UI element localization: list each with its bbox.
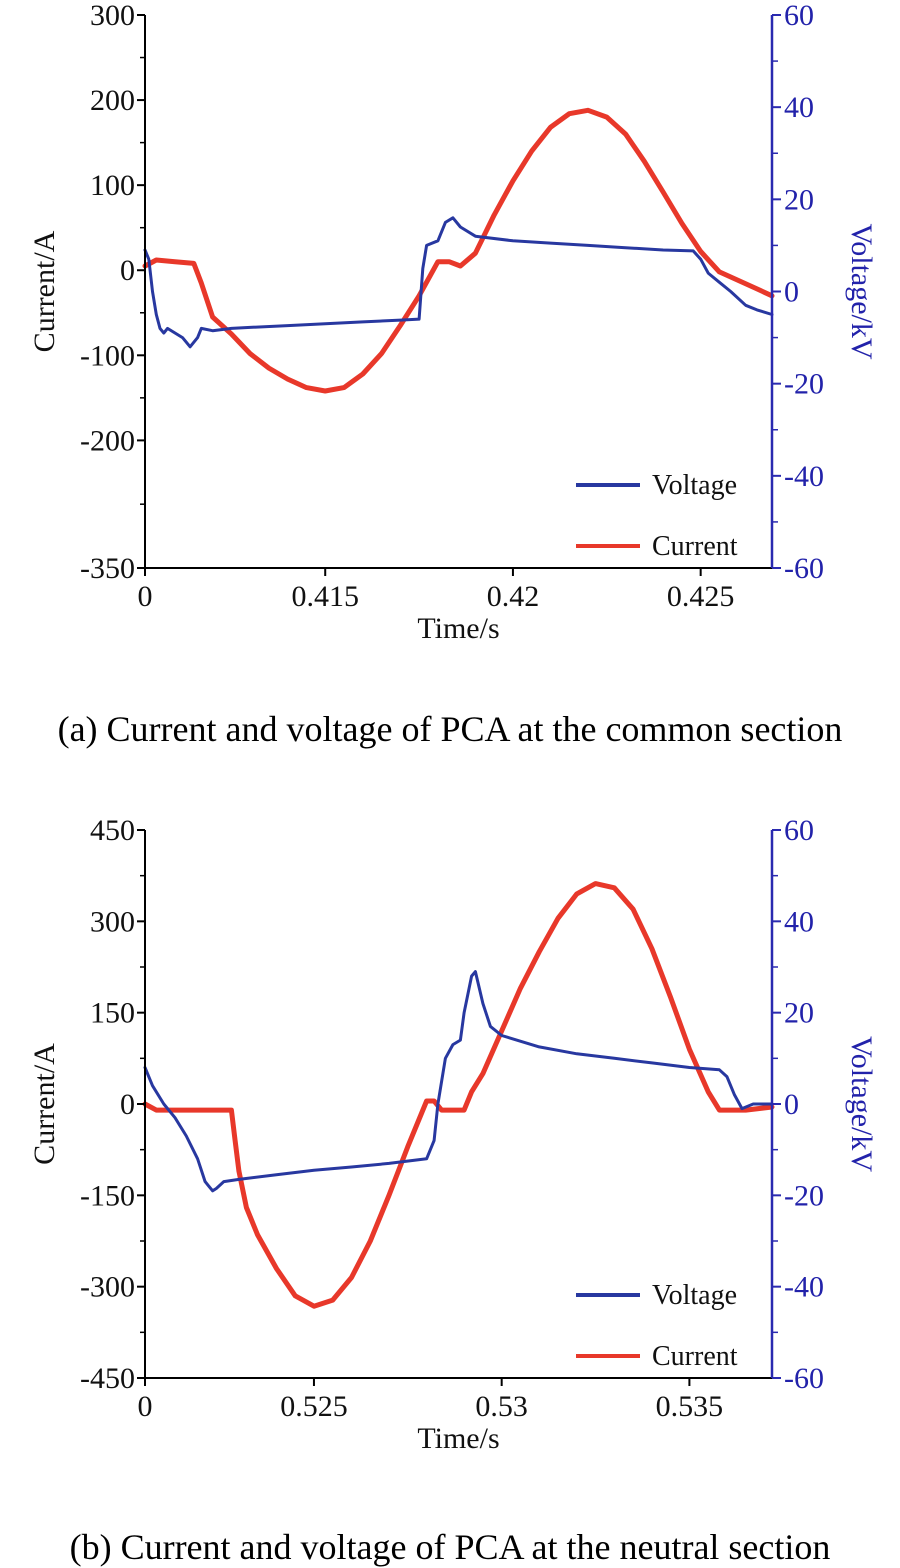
chart-b: -450 -300 -150 0 150 300 450 -60 -40 -20 0 20 40 60 0 0… <box>28 814 878 1455</box>
series-line-current <box>142 881 775 1309</box>
caption-a: (a) Current and voltage of PCA at the co… <box>57 709 843 749</box>
chart-panel-b: -450 -300 -150 0 150 300 450 -60 -40 -20 0 20 40 60 0 0… <box>0 800 900 1567</box>
y-right-tick-label: 40 <box>784 905 814 938</box>
y-left-tick-label: -150 <box>80 1179 135 1212</box>
y-left-tick-label: -350 <box>80 552 135 585</box>
y-right-tick-label: 40 <box>784 91 814 124</box>
legend-label-voltage: Voltage <box>652 1280 737 1311</box>
y-left-tick-label: 100 <box>90 169 135 202</box>
x-tick-label: 0 <box>138 580 153 613</box>
y-right-tick-label: 20 <box>784 997 814 1030</box>
y-right-tick-label: -60 <box>784 552 824 585</box>
legend-label-voltage: Voltage <box>652 470 737 501</box>
y-left-tick-label: 200 <box>90 84 135 117</box>
y-left-axis-title: Current/A <box>28 1043 61 1165</box>
y-left-tick-label: 450 <box>90 814 135 847</box>
y-left-axis-title: Current/A <box>28 230 61 352</box>
x-axis-title: Time/s <box>417 1422 499 1455</box>
y-left-tick-label: 0 <box>120 254 135 287</box>
y-left-tick-label: 300 <box>90 0 135 32</box>
y-right-tick-label: 60 <box>784 814 814 847</box>
x-tick-label: 0.535 <box>656 1390 724 1423</box>
series-line-voltage <box>143 970 774 1193</box>
y-right-axis-title: Voltage/kV <box>845 223 878 359</box>
y-left-tick-label: -100 <box>80 339 135 372</box>
y-left-tick-label: -300 <box>80 1271 135 1304</box>
series-line-voltage <box>143 216 774 349</box>
y-right-tick-label: -20 <box>784 368 824 401</box>
x-tick-label: 0.415 <box>291 580 359 613</box>
y-right-tick-label: -20 <box>784 1179 824 1212</box>
y-right-tick-label: -40 <box>784 460 824 493</box>
x-axis-title: Time/s <box>417 612 499 645</box>
y-right-tick-label: 20 <box>784 183 814 216</box>
legend-label-current: Current <box>652 531 738 562</box>
x-tick-label: 0 <box>138 1390 153 1423</box>
caption-b: (b) Current and voltage of PCA at the ne… <box>69 1527 831 1567</box>
series-line-current <box>142 107 775 394</box>
y-right-axis-title: Voltage/kV <box>845 1036 878 1172</box>
y-right-tick-label: 60 <box>784 0 814 32</box>
y-right-tick-label: -60 <box>784 1362 824 1395</box>
y-right-tick-label: 0 <box>784 276 799 309</box>
y-right-tick-label: 0 <box>784 1088 799 1121</box>
y-left-tick-label: 150 <box>90 997 135 1030</box>
x-tick-label: 0.53 <box>475 1390 528 1423</box>
y-left-tick-label: -200 <box>80 424 135 457</box>
x-tick-label: 0.525 <box>280 1390 348 1423</box>
y-right-tick-label: -40 <box>784 1271 824 1304</box>
legend-label-current: Current <box>652 1341 738 1372</box>
y-left-tick-label: 300 <box>90 905 135 938</box>
y-left-tick-label: -450 <box>80 1362 135 1395</box>
chart-panel-a: -350 -200 -100 0 100 200 300 -60 -40 -20 0 20 40 60 0 0… <box>0 0 900 780</box>
x-tick-label: 0.425 <box>667 580 735 613</box>
y-left-tick-label: 0 <box>120 1088 135 1121</box>
x-tick-label: 0.42 <box>487 580 540 613</box>
